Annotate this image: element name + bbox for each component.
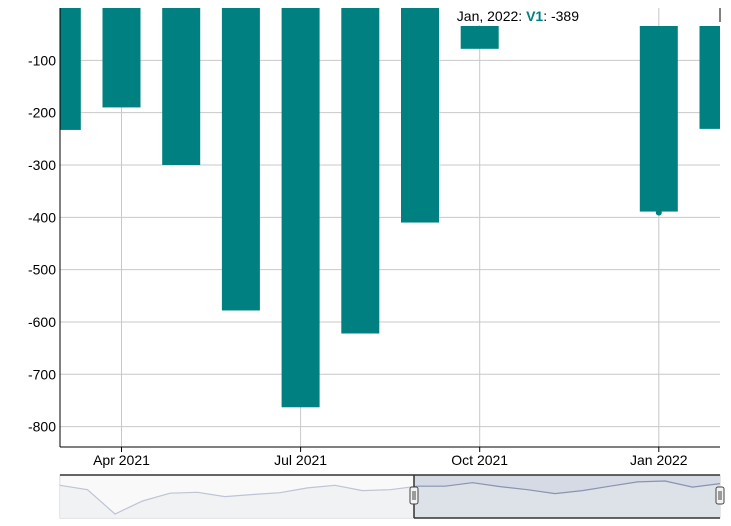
- x-tick-label: Jul 2021: [274, 452, 327, 468]
- legend-sep2: :: [543, 8, 551, 24]
- bar[interactable]: [401, 8, 439, 223]
- bar[interactable]: [281, 8, 320, 408]
- legend-value: -389: [551, 8, 579, 24]
- bar[interactable]: [43, 8, 81, 130]
- navigator-right-handle[interactable]: [715, 486, 725, 505]
- y-tick-label: -200: [28, 105, 56, 121]
- navigator-unselected-mask: [60, 475, 414, 518]
- y-tick-label: -100: [28, 52, 56, 68]
- grid: [60, 8, 720, 447]
- range-navigator[interactable]: [59, 474, 725, 519]
- x-tick-label: Apr 2021: [93, 452, 150, 468]
- bar[interactable]: [162, 8, 201, 165]
- y-tick-label: -600: [28, 314, 56, 330]
- x-axis-labels: Apr 2021 Jul 2021 Oct 2021 Jan 2022: [93, 452, 688, 468]
- legend-series: V1: [526, 8, 543, 24]
- y-tick-label: -400: [28, 209, 56, 225]
- bar[interactable]: [221, 8, 260, 311]
- legend-background: [453, 7, 583, 25]
- bar[interactable]: [102, 8, 141, 108]
- y-tick-label: -800: [28, 419, 56, 435]
- navigator-left-handle[interactable]: [409, 486, 419, 505]
- bars: [0, 8, 731, 408]
- navigator-line: [59, 480, 721, 515]
- highlight-marker: [655, 209, 662, 216]
- hover-legend: Jan, 2022: V1: -389: [457, 8, 579, 24]
- bar[interactable]: [639, 26, 678, 212]
- bar[interactable]: [341, 8, 380, 334]
- bar[interactable]: [460, 26, 499, 49]
- y-tick-label: -500: [28, 262, 56, 278]
- bar[interactable]: [0, 8, 21, 144]
- axes: [59, 8, 721, 452]
- y-axis-labels: -100 -200 -300 -400 -500 -600 -700 -800: [28, 52, 56, 434]
- legend-sep: :: [518, 8, 526, 24]
- bar[interactable]: [699, 26, 731, 129]
- y-tick-label: -700: [28, 366, 56, 382]
- navigator-area: [60, 481, 720, 518]
- y-tick-label: -300: [28, 157, 56, 173]
- x-tick-label: Oct 2021: [451, 452, 508, 468]
- x-tick-label: Jan 2022: [630, 452, 688, 468]
- legend-date: Jan, 2022: [457, 8, 519, 24]
